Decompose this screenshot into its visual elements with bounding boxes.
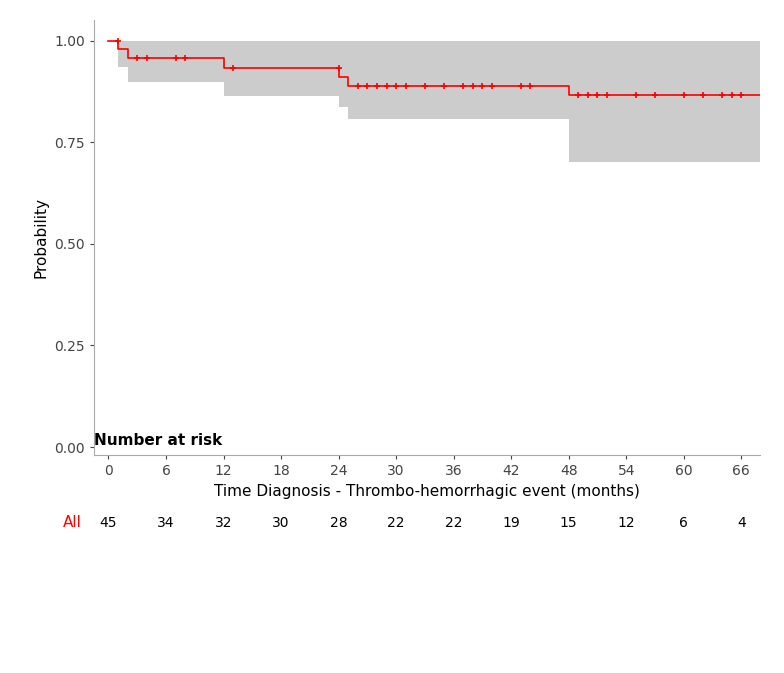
Text: 4: 4 <box>737 516 746 530</box>
Text: 6: 6 <box>679 516 688 530</box>
Text: 34: 34 <box>158 516 175 530</box>
Text: 28: 28 <box>330 516 347 530</box>
Text: 32: 32 <box>215 516 232 530</box>
Text: 30: 30 <box>272 516 290 530</box>
Text: 45: 45 <box>100 516 118 530</box>
Text: 22: 22 <box>445 516 463 530</box>
Text: 12: 12 <box>618 516 635 530</box>
Text: 19: 19 <box>503 516 520 530</box>
Y-axis label: Probability: Probability <box>34 197 49 278</box>
Text: All: All <box>63 516 82 530</box>
Text: 22: 22 <box>387 516 405 530</box>
X-axis label: Time Diagnosis - Thrombo-hemorrhagic event (months): Time Diagnosis - Thrombo-hemorrhagic eve… <box>214 484 641 499</box>
Text: 15: 15 <box>560 516 578 530</box>
Text: Number at risk: Number at risk <box>94 433 223 448</box>
